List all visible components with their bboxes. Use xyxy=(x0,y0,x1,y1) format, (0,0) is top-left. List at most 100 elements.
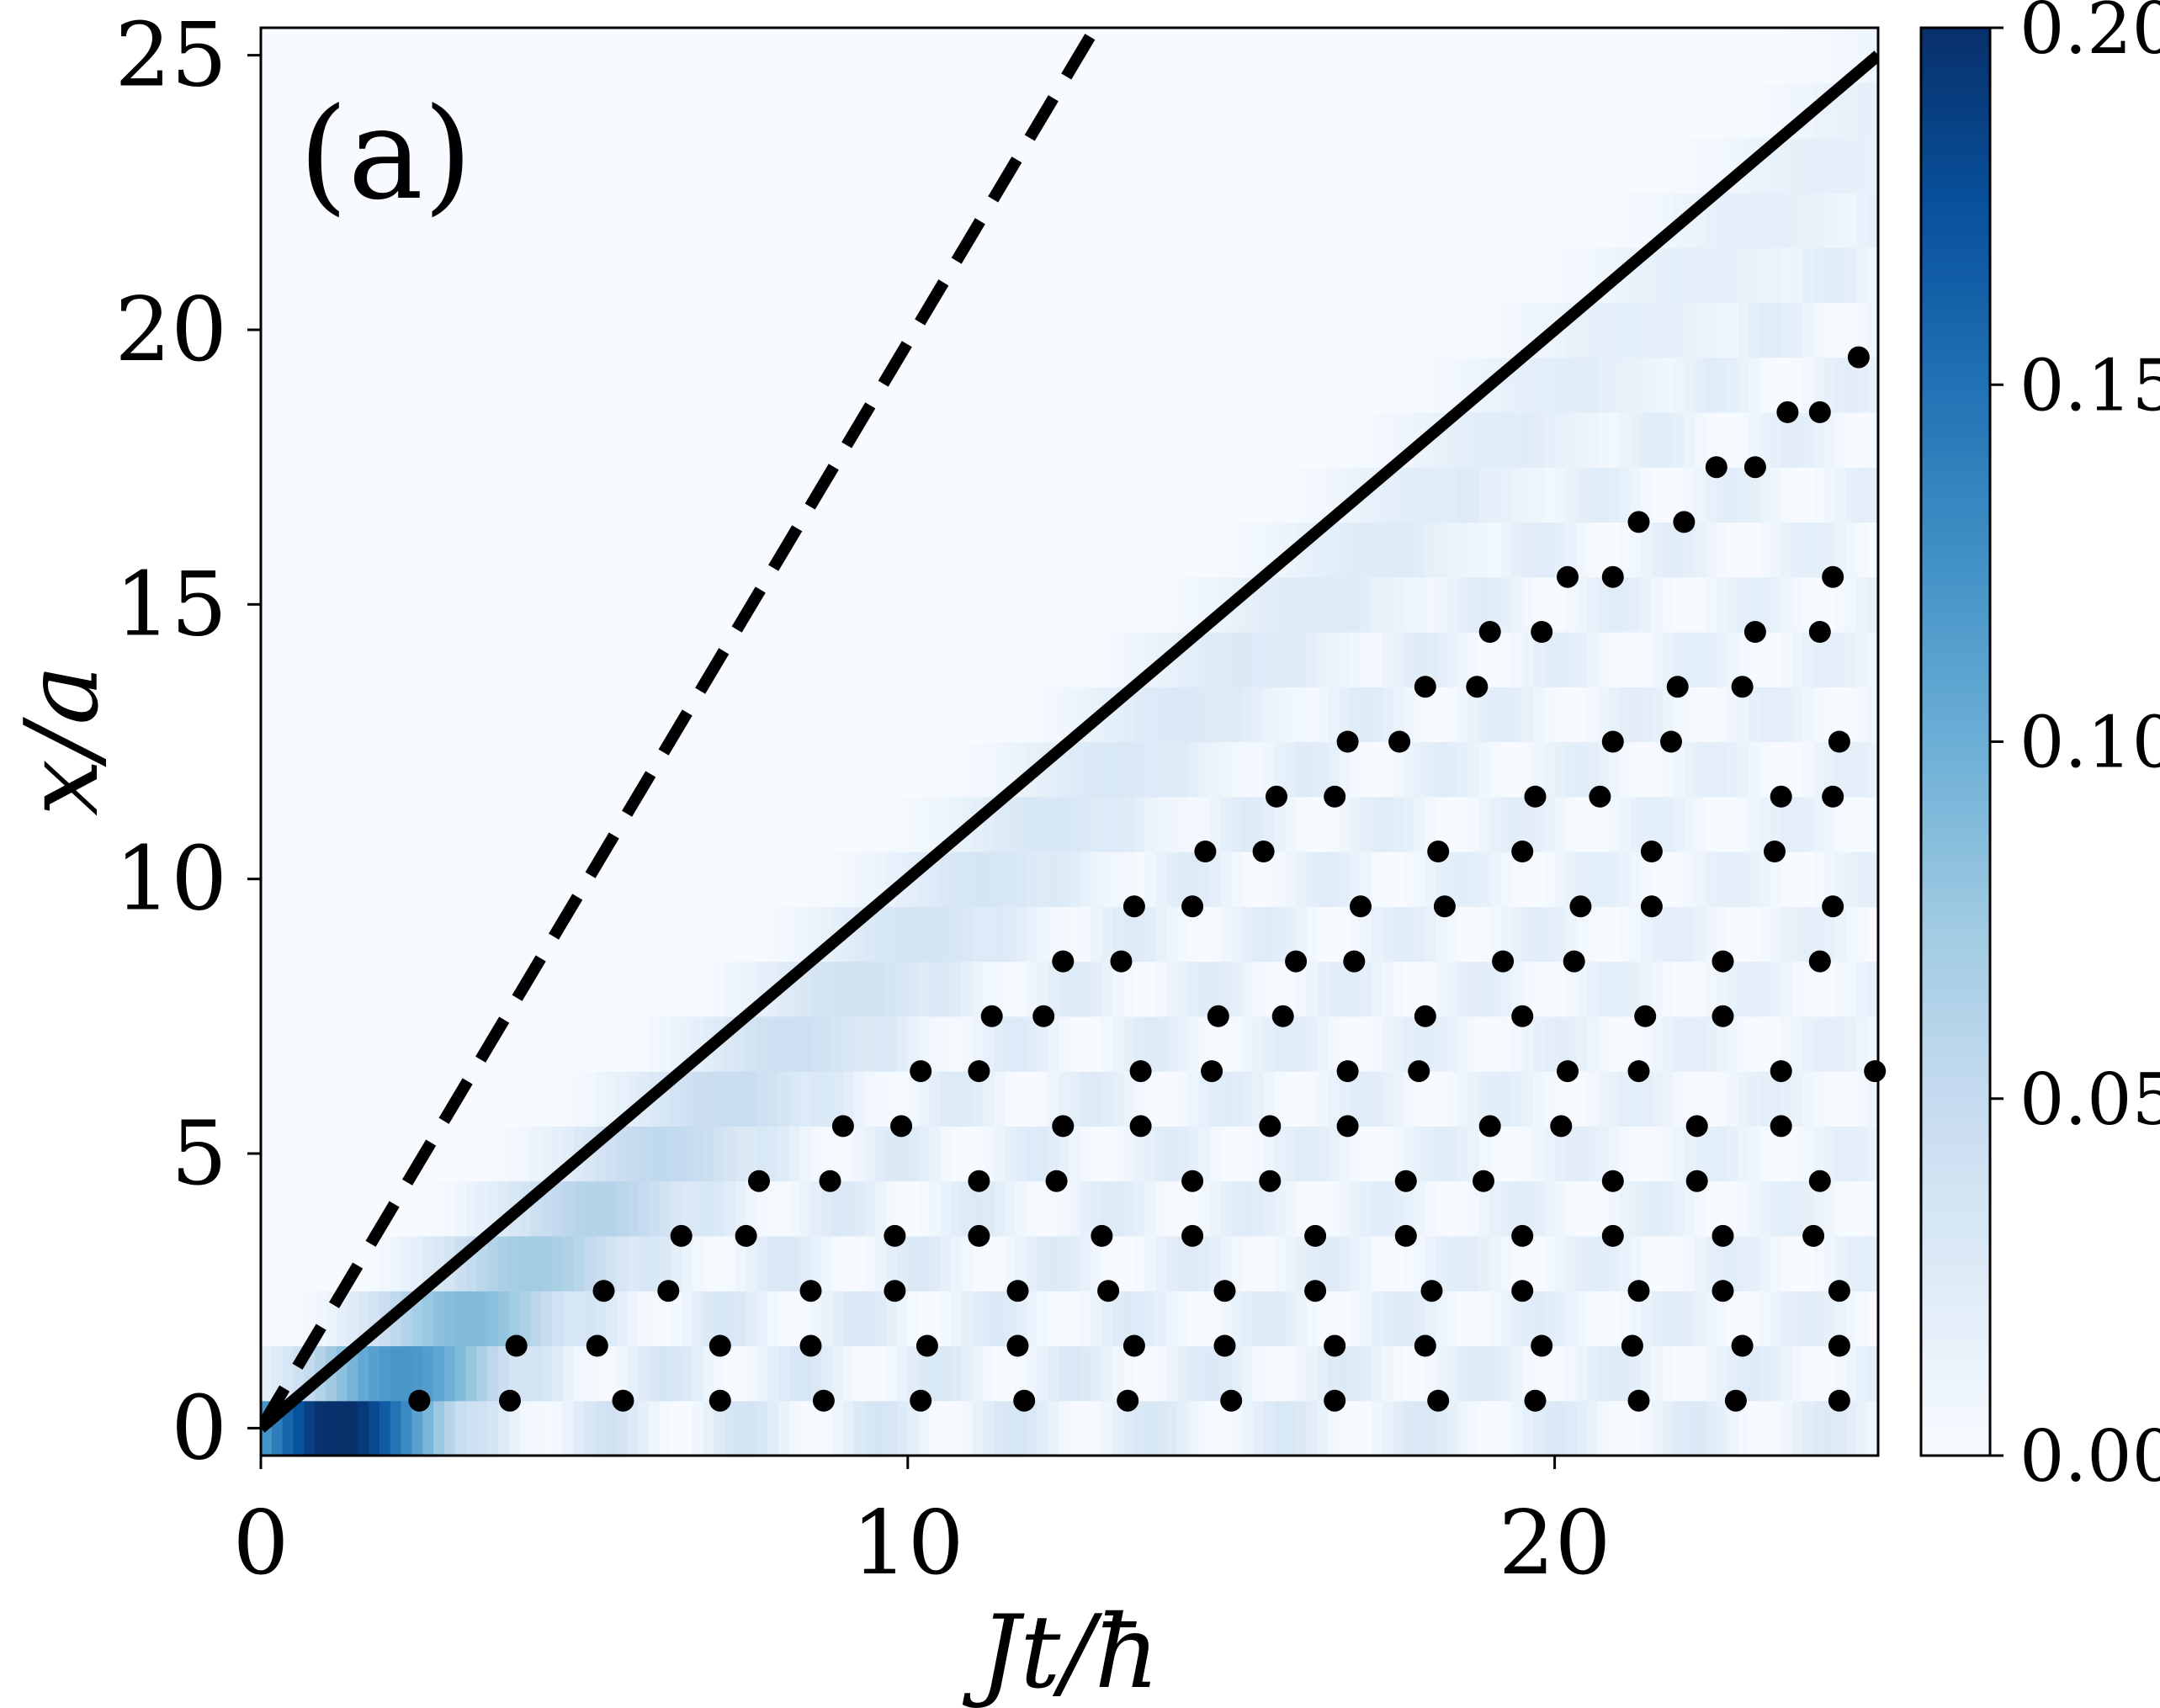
heatmap-cell xyxy=(1091,1345,1103,1402)
heatmap-cell xyxy=(1080,411,1092,468)
heatmap-cell xyxy=(778,467,790,523)
heatmap-cell xyxy=(1705,302,1717,358)
heatmap-cell xyxy=(1306,576,1319,633)
heatmap-cell xyxy=(401,1180,412,1237)
heatmap-cell xyxy=(390,851,402,907)
heatmap-cell xyxy=(541,631,553,687)
heatmap-cell xyxy=(1123,357,1135,413)
heatmap-cell xyxy=(1005,1016,1016,1072)
heatmap-cell xyxy=(422,1071,434,1127)
heatmap-cell xyxy=(1059,796,1070,852)
heatmap-cell xyxy=(1112,467,1124,523)
heatmap-cell xyxy=(1328,687,1340,743)
heatmap-cell xyxy=(315,302,326,358)
heatmap-cell xyxy=(1220,522,1232,578)
heatmap-cell xyxy=(940,522,952,578)
heatmap-cell xyxy=(1834,1400,1847,1456)
heatmap-cell xyxy=(282,1071,295,1127)
heatmap-cell xyxy=(1716,1235,1728,1292)
heatmap-cell xyxy=(1662,1291,1674,1347)
heatmap-cell xyxy=(1651,467,1664,523)
heatmap-cell xyxy=(799,302,812,358)
heatmap-cell xyxy=(1080,137,1092,194)
heatmap-cell xyxy=(562,411,575,468)
heatmap-cell xyxy=(724,467,736,523)
heatmap-cell xyxy=(1619,631,1631,687)
heatmap-cell xyxy=(756,851,768,907)
heatmap-cell xyxy=(433,411,445,468)
heatmap-cell xyxy=(325,906,337,963)
heatmap-cell xyxy=(660,1400,671,1456)
heatmap-cell xyxy=(1350,631,1361,687)
heatmap-cell xyxy=(551,961,564,1017)
heatmap-cell xyxy=(1155,82,1167,139)
heatmap-cell xyxy=(832,467,844,523)
heatmap-cell xyxy=(369,796,380,852)
heatmap-cell xyxy=(1619,1016,1631,1072)
heatmap-cell xyxy=(724,1291,736,1347)
heatmap-cell xyxy=(1489,1235,1502,1292)
heatmap-cell xyxy=(692,467,703,523)
marker-point xyxy=(799,1334,822,1357)
heatmap-cell xyxy=(315,576,326,633)
heatmap-cell xyxy=(1716,522,1728,578)
heatmap-cell xyxy=(1177,467,1189,523)
heatmap-cell xyxy=(735,467,747,523)
heatmap-cell xyxy=(1177,28,1189,83)
heatmap-cell xyxy=(767,1126,779,1182)
heatmap-cell xyxy=(1727,961,1739,1017)
heatmap-cell xyxy=(1371,137,1383,194)
heatmap-cell xyxy=(1339,631,1351,687)
heatmap-cell xyxy=(1705,411,1717,468)
heatmap-cell xyxy=(1425,1071,1437,1127)
heatmap-cell xyxy=(606,137,618,194)
heatmap-cell xyxy=(1328,28,1340,83)
heatmap-cell xyxy=(1823,631,1836,687)
heatmap-cell xyxy=(616,851,629,907)
heatmap-cell xyxy=(1813,687,1825,743)
heatmap-cell xyxy=(1360,906,1372,963)
heatmap-cell xyxy=(1220,631,1232,687)
heatmap-cell xyxy=(853,247,866,303)
heatmap-cell xyxy=(1834,1016,1847,1072)
heatmap-cell xyxy=(714,1235,725,1292)
heatmap-cell xyxy=(411,1016,423,1072)
heatmap-cell xyxy=(778,851,790,907)
heatmap-cell xyxy=(551,137,564,194)
heatmap-cell xyxy=(325,302,337,358)
heatmap-cell xyxy=(660,1235,671,1292)
heatmap-cell xyxy=(649,1291,661,1347)
heatmap-cell xyxy=(336,961,348,1017)
heatmap-cell xyxy=(1005,1291,1016,1347)
heatmap-cell xyxy=(788,192,801,248)
heatmap-cell xyxy=(1414,82,1426,139)
heatmap-cell xyxy=(1166,906,1178,963)
heatmap-cell xyxy=(1425,137,1437,194)
heatmap-cell xyxy=(1155,137,1167,194)
heatmap-cell xyxy=(1630,28,1642,83)
heatmap-cell xyxy=(1576,961,1588,1017)
heatmap-cell xyxy=(821,302,833,358)
colorbar-tick-label: 0.10 xyxy=(2019,702,2160,784)
heatmap-cell xyxy=(443,247,456,303)
heatmap-cell xyxy=(606,576,618,633)
heatmap-cell xyxy=(1263,247,1276,303)
heatmap-cell xyxy=(703,851,714,907)
heatmap-cell xyxy=(282,687,295,743)
heatmap-cell xyxy=(573,302,585,358)
heatmap-cell xyxy=(714,137,725,194)
marker-point xyxy=(1705,456,1727,479)
heatmap-cell xyxy=(487,631,499,687)
heatmap-cell xyxy=(261,137,273,194)
heatmap-cell xyxy=(875,1345,887,1402)
heatmap-cell xyxy=(401,851,412,907)
heatmap-cell xyxy=(1554,1180,1567,1237)
heatmap-cell xyxy=(1619,137,1631,194)
solid-line xyxy=(261,50,1878,1433)
heatmap-cell xyxy=(1393,467,1404,523)
heatmap-cell xyxy=(541,302,553,358)
heatmap-cell xyxy=(1350,687,1361,743)
heatmap-cell xyxy=(1026,1126,1038,1182)
heatmap-cell xyxy=(1220,28,1232,83)
heatmap-cell xyxy=(907,906,920,963)
